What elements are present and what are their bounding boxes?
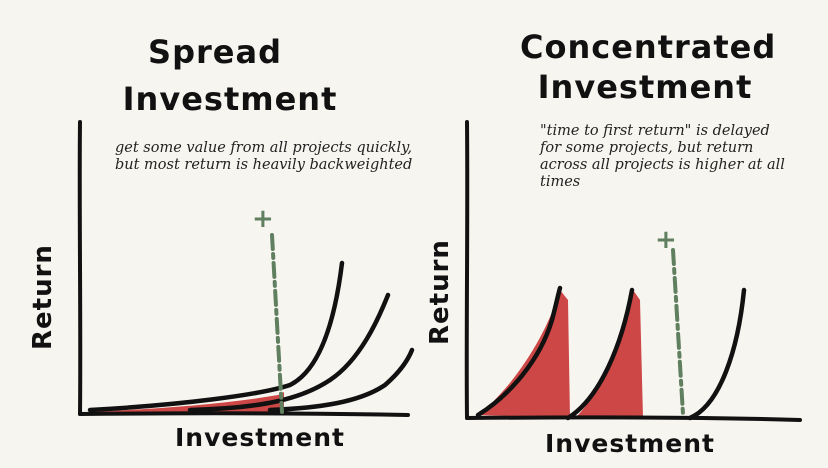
right-x-axis — [465, 415, 802, 422]
right-curve-3 — [687, 287, 747, 421]
left-title-line1: Spread — [148, 33, 282, 71]
right-annotation: "time to first return" is delayed for so… — [540, 123, 785, 190]
right-title-line2: Investment — [537, 68, 753, 106]
left-x-axis-label: Investment — [175, 423, 345, 452]
left-y-axis-label: Return — [28, 244, 58, 350]
right-return-fill-2 — [575, 290, 643, 418]
left-curve-2 — [187, 292, 391, 413]
left-annotation: get some value from all projects quickly… — [115, 140, 413, 173]
right-return-fill-1 — [478, 290, 570, 418]
right-curve-1 — [475, 285, 563, 418]
right-y-axis-label: Return — [425, 239, 455, 345]
left-y-axis — [77, 120, 83, 416]
right-plus-marker: + — [655, 225, 677, 255]
right-dashed-marker — [671, 248, 685, 416]
right-y-axis — [464, 120, 470, 420]
left-x-axis — [78, 411, 410, 417]
left-title-line2: Investment — [122, 80, 338, 118]
left-curve-1 — [87, 260, 345, 413]
right-title-line1: Concentrated — [520, 28, 777, 66]
right-curve-2 — [565, 287, 635, 421]
left-plus-marker: + — [252, 204, 274, 234]
left-dashed-marker — [270, 233, 284, 414]
right-x-axis-label: Investment — [545, 429, 715, 458]
left-curve-3 — [267, 347, 415, 413]
